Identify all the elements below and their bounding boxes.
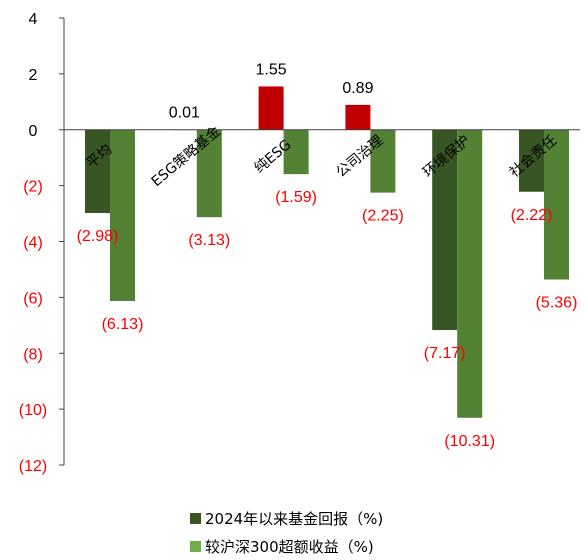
y-tick-label: 2 — [29, 67, 38, 84]
legend-label-series-2: 较沪深300超额收益（%) — [205, 538, 374, 556]
data-label: (2.22) — [511, 207, 553, 224]
y-tick-label: 0 — [29, 123, 38, 140]
bar — [110, 129, 135, 302]
y-tick-label: (4) — [23, 235, 43, 252]
y-tick-label: (8) — [23, 346, 43, 363]
data-label: (7.17) — [424, 345, 466, 362]
bar — [519, 129, 544, 192]
bar — [258, 86, 284, 130]
legend-swatch-series-2 — [190, 541, 201, 552]
data-label: (3.13) — [188, 232, 230, 249]
bar — [432, 129, 458, 331]
legend-swatch-series-1 — [190, 513, 201, 524]
data-label: (10.31) — [444, 433, 495, 450]
y-tick-label: (10) — [19, 402, 47, 419]
data-label: (2.25) — [362, 208, 404, 225]
legend-item-series-1: 2024年以来基金回报（%) — [190, 508, 383, 529]
bar — [345, 104, 371, 130]
data-label: (5.36) — [536, 294, 578, 311]
bar — [370, 129, 396, 193]
data-label: 0.89 — [342, 80, 373, 97]
data-label: (2.98) — [77, 228, 119, 245]
legend-item-series-2: 较沪深300超额收益（%) — [190, 536, 374, 557]
y-tick-label: (2) — [23, 179, 43, 196]
bar — [196, 129, 222, 218]
bar — [457, 129, 483, 418]
data-label: (1.59) — [275, 189, 317, 206]
bar — [85, 129, 110, 214]
bar — [283, 129, 309, 175]
y-tick-label: (6) — [23, 290, 43, 307]
bar — [544, 129, 569, 280]
data-label: 0.01 — [169, 104, 200, 121]
y-tick-label: 4 — [29, 11, 38, 28]
legend-label-series-1: 2024年以来基金回报（%) — [205, 510, 384, 528]
data-label: 1.55 — [256, 61, 287, 78]
y-tick-label: (12) — [19, 458, 47, 475]
data-label: (6.13) — [102, 316, 144, 333]
